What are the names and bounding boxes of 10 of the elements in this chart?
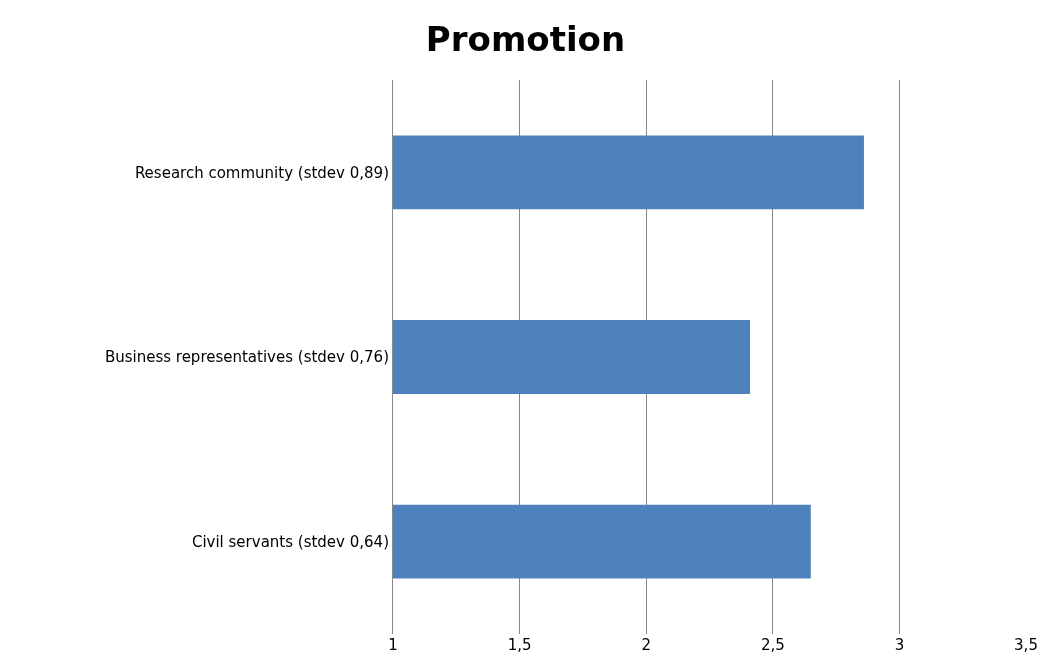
x-tick-label: 2,5 <box>760 636 785 654</box>
chart-title: Promotion <box>425 18 626 59</box>
x-tick-label: 3,5 <box>1014 636 1038 654</box>
x-tick-label: 1,5 <box>507 636 532 654</box>
x-tick-label: 1 <box>388 636 398 654</box>
y-tick-label: Business representatives (stdev 0,76) <box>104 348 389 367</box>
x-tick-label: 3 <box>894 636 905 654</box>
y-tick-label: Civil servants (stdev 0,64) <box>191 532 389 551</box>
y-tick-label: Research community (stdev 0,89) <box>134 163 389 182</box>
x-tick-label: 2 <box>641 636 651 654</box>
